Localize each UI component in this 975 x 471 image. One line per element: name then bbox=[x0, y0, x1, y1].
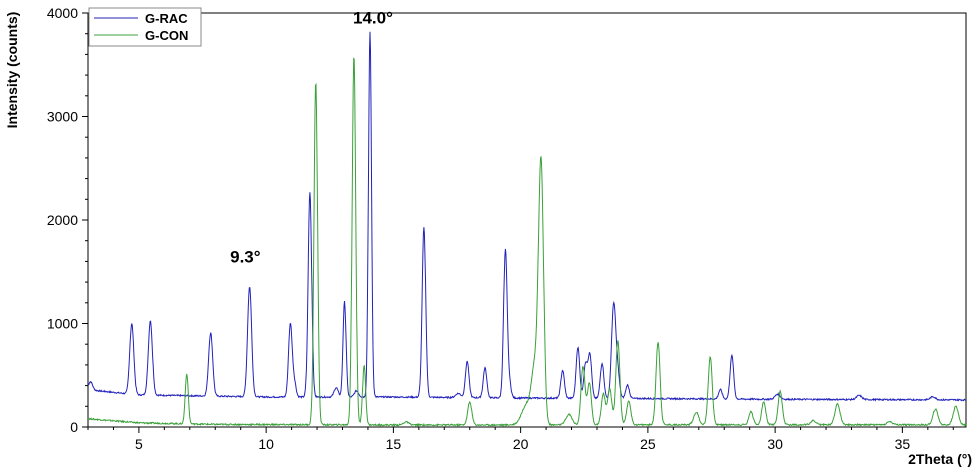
legend-label-g-rac: G-RAC bbox=[145, 11, 188, 26]
x-tick-label: 15 bbox=[386, 436, 402, 452]
y-tick-label: 1000 bbox=[47, 316, 78, 332]
y-axis-title: Intensity (counts) bbox=[4, 12, 20, 129]
plot-frame bbox=[87, 12, 967, 428]
y-tick-label: 2000 bbox=[47, 212, 78, 228]
legend-box bbox=[88, 7, 202, 47]
peak-annotation: 9.3° bbox=[230, 247, 261, 266]
x-tick-label: 20 bbox=[513, 436, 529, 452]
y-tick-label: 3000 bbox=[47, 109, 78, 125]
x-tick-label: 10 bbox=[258, 436, 274, 452]
y-tick-label: 0 bbox=[70, 419, 78, 435]
x-tick-label: 5 bbox=[135, 436, 143, 452]
series-line-g-con bbox=[87, 57, 967, 427]
legend-label-g-con: G-CON bbox=[145, 28, 188, 43]
annotations: 9.3° 14.0° bbox=[230, 9, 393, 267]
series-line-g-rac bbox=[87, 31, 967, 402]
series-layer bbox=[87, 31, 967, 427]
x-tick-label: 30 bbox=[767, 436, 783, 452]
y-tick-label: 4000 bbox=[47, 5, 78, 21]
legend: G-RAC G-CON bbox=[88, 7, 202, 47]
x-axis-title: 2Theta (°) bbox=[908, 451, 972, 467]
x-tick-label: 35 bbox=[895, 436, 911, 452]
x-axis: 5 10 15 20 25 30 35 bbox=[87, 427, 954, 452]
y-axis: 0 1000 2000 3000 4000 bbox=[47, 5, 88, 435]
peak-annotation: 14.0° bbox=[353, 9, 393, 28]
x-tick-label: 25 bbox=[640, 436, 656, 452]
